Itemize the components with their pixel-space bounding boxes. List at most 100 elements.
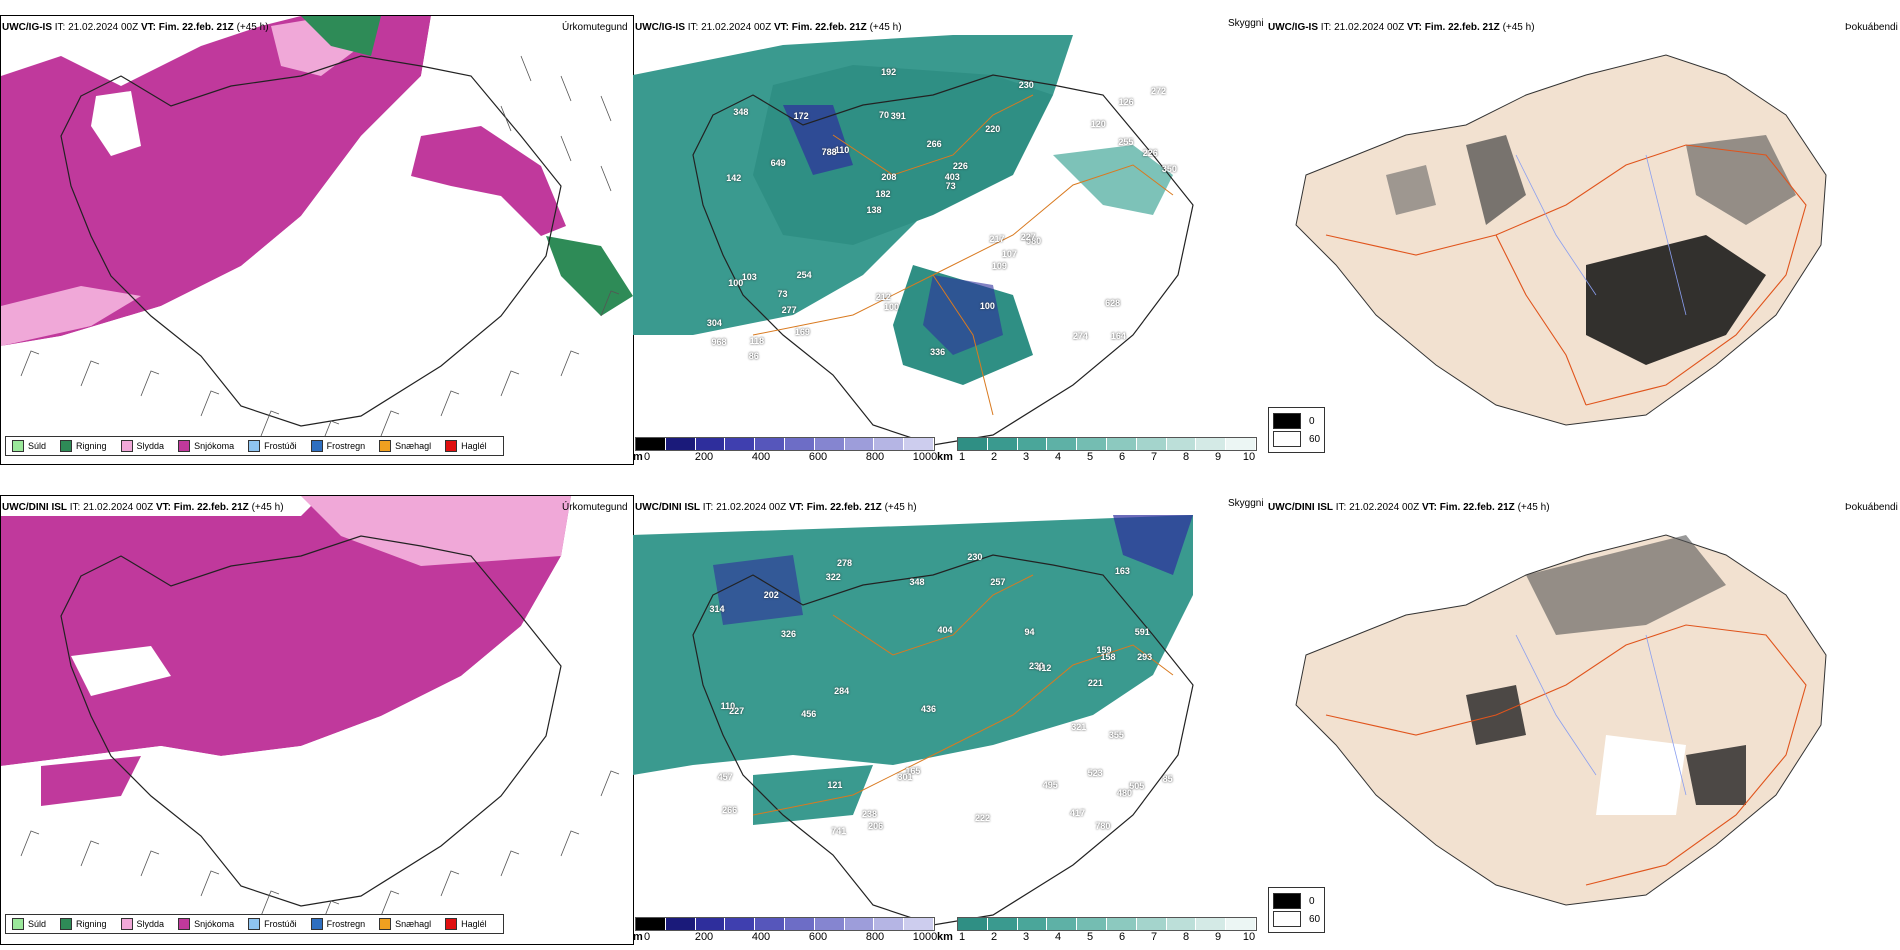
visibility-value-label: 126 (1118, 96, 1134, 107)
visibility-value-label: 355 (1108, 730, 1124, 741)
precip-title-row1: Úrkomutegund (562, 22, 628, 33)
legend-swatch (120, 440, 133, 452)
visibility-value-label: 266 (722, 804, 738, 815)
visibility-value-label: 348 (733, 107, 749, 118)
river-network (1515, 634, 1687, 796)
visibility-value-label: 118 (749, 335, 765, 346)
visibility-field (1053, 145, 1173, 215)
visibility-value-label: 217 (989, 234, 1005, 245)
visibility-value-label: 163 (1114, 565, 1130, 576)
road-network (752, 94, 1174, 416)
visibility-value-label: 436 (920, 703, 936, 714)
visibility-value-label: 591 (1134, 626, 1150, 637)
visibility-value-label: 417 (1069, 807, 1085, 818)
low-visibility (923, 275, 1003, 355)
visibility-value-label: 103 (741, 271, 757, 282)
visibility-value-label: 304 (706, 317, 722, 328)
precip-title-row2: Úrkomutegund (562, 502, 628, 513)
visibility-value-label: 109 (991, 261, 1007, 272)
fog-title-row2: Þokuábendi (1845, 502, 1898, 513)
no-precip (71, 646, 171, 696)
visibility-colorbar-km-row1: km 1 2 3 4 5 6 7 8 9 10 (937, 437, 1257, 463)
iceland-land (1295, 54, 1827, 426)
precip-map-row2 (1, 496, 633, 944)
fog-panel-row2: 0 60 (1266, 495, 1900, 943)
visibility-value-label: 107 (1001, 249, 1017, 260)
visibility-value-label: 230 (1018, 79, 1034, 90)
visibility-value-label: 142 (726, 173, 742, 184)
header-fog-row1: UWC/IG-IS IT: 21.02.2024 00Z VT: Fim. 22… (1268, 22, 1535, 33)
low-visibility (713, 555, 803, 625)
visibility-value-label: 505 (1129, 781, 1145, 792)
visibility-value-label: 230 (967, 552, 983, 563)
visibility-value-label: 314 (709, 603, 725, 614)
visibility-value-label: 780 (1095, 821, 1111, 831)
legend-item: Haglél (445, 918, 487, 930)
visibility-value-label: 85 (1162, 773, 1173, 784)
visibility-colorbar-m-row1: m 0 200 400 600 800 1000 (633, 437, 937, 463)
fog-map-row1 (1295, 54, 1827, 426)
rain-area (301, 16, 381, 56)
legend-swatch (178, 440, 191, 452)
visibility-value-label: 628 (1105, 298, 1121, 309)
road-network (752, 574, 1174, 816)
visibility-colorbar-km-row2: km 1 2 3 4 5 6 7 8 9 10 (937, 917, 1257, 943)
visibility-value-label: 208 (881, 171, 897, 182)
header-visibility-row1: UWC/IG-IS IT: 21.02.2024 00Z VT: Fim. 22… (635, 22, 902, 33)
legend-item: Frostregn (310, 918, 365, 930)
visibility-value-label: 255 (1118, 137, 1134, 148)
visibility-field (753, 765, 873, 825)
fog-legend-item: 60 (1273, 430, 1320, 448)
visibility-value-label: 192 (881, 67, 897, 78)
colorbar-tick: 10 (1242, 451, 1256, 463)
colorbar-tick: 5 (1086, 451, 1094, 463)
fog-legend-item: 0 (1273, 412, 1320, 430)
fog-legend-item: 0 (1273, 892, 1320, 910)
legend-swatch (120, 918, 133, 930)
low-visibility (783, 105, 853, 175)
snow-area (41, 756, 141, 806)
visibility-value-label: 226 (1142, 147, 1158, 158)
visibility-value-label: 254 (796, 269, 812, 280)
legend-item: Slydda (120, 440, 164, 452)
visibility-value-label: 220 (985, 124, 1001, 135)
visibility-value-label: 391 (890, 110, 906, 121)
visibility-value-label: 350 (1161, 163, 1177, 174)
fog-index-area (1466, 135, 1526, 225)
fog-index-area (1386, 165, 1436, 215)
visibility-panel-row2: 523 591 505 404 266 278 159 121 163 326 293 314 221 2… (633, 495, 1265, 943)
header-precip-row1: UWC/IG-IS IT: 21.02.2024 00Z VT: Fim. 22… (2, 22, 269, 34)
legend-swatch (310, 918, 323, 930)
visibility-value-label: 164 (1110, 330, 1126, 341)
precip-legend-row2: Súld Rigning Slydda Snjókoma Frostúði Fr… (5, 914, 504, 934)
fog-legend-item: 60 (1273, 910, 1320, 928)
colorbar-tick: 8 (1182, 451, 1190, 463)
visibility-value-label: 100 (728, 277, 744, 288)
visibility-value-label: 412 (1036, 663, 1052, 674)
visibility-panel-row1: 164 142 126 138 220 118 70 266 103 110 304 277 391 22… (633, 15, 1265, 463)
visibility-value-label: 293 (1137, 651, 1153, 662)
iceland-outline (692, 554, 1194, 926)
sleet-area (301, 496, 571, 566)
wind-barbs (20, 770, 620, 927)
visibility-labels-row1: 164 142 126 138 220 118 70 266 103 110 304 277 391 22… (633, 35, 1265, 455)
wind-barbs (20, 55, 620, 447)
visibility-value-label: 322 (825, 571, 841, 582)
fog-index-area (1526, 535, 1726, 635)
visibility-value-label: 741 (831, 825, 847, 836)
legend-swatch (248, 918, 261, 930)
legend-swatch (248, 440, 261, 452)
legend-swatch (60, 440, 73, 452)
colorbar-tick: 4 (1054, 451, 1062, 463)
visibility-value-label: 348 (909, 577, 925, 588)
visibility-value-label: 301 (897, 771, 913, 782)
colorbar-tick: 0 (643, 451, 651, 463)
legend-item: Snjókoma (178, 440, 234, 452)
no-precip (91, 91, 141, 156)
visibility-value-label: 230 (1028, 661, 1045, 672)
visibility-value-label: 169 (794, 326, 810, 337)
init-time: IT: 21.02.2024 00Z (54, 22, 139, 33)
visibility-map-row1 (633, 35, 1194, 446)
legend-item: Snæhagl (379, 918, 431, 930)
legend-item: Frostúði (248, 440, 297, 452)
